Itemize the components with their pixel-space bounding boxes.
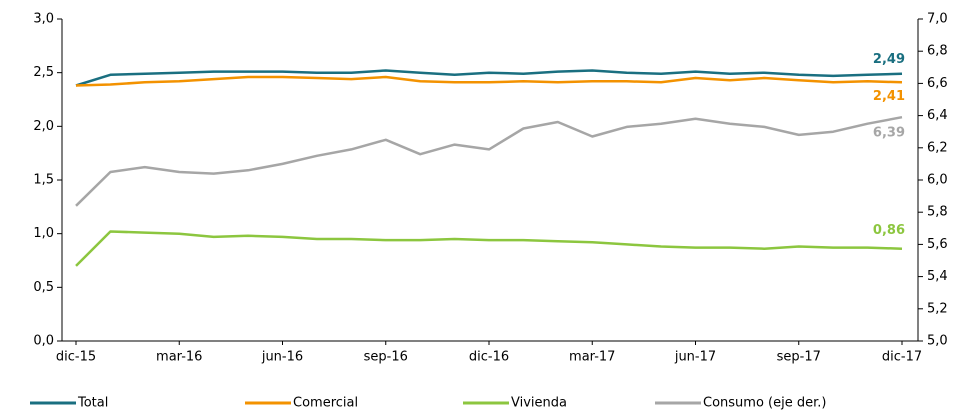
x-tick-label: jun-17 xyxy=(674,350,716,365)
y2-tick-label: 6,6 xyxy=(927,76,948,91)
x-tick-label: mar-16 xyxy=(156,350,202,365)
y-tick-label: 0,5 xyxy=(33,280,54,295)
x-tick-label: jun-16 xyxy=(261,350,303,365)
y-tick-label: 2,5 xyxy=(33,65,54,80)
series-line xyxy=(75,230,903,267)
series-line xyxy=(75,69,903,87)
y2-tick-label: 5,8 xyxy=(927,205,948,220)
value-label: 2,41 xyxy=(873,89,905,104)
y-tick-label: 3,0 xyxy=(33,12,54,27)
legend-label: Vivienda xyxy=(511,396,567,411)
legend-label: Total xyxy=(77,396,108,411)
legend-label: Consumo (eje der.) xyxy=(703,396,826,411)
x-tick-label: dic-15 xyxy=(56,350,96,365)
value-label: 2,49 xyxy=(873,52,905,67)
y2-tick-label: 6,2 xyxy=(927,140,948,155)
y-tick-label: 1,5 xyxy=(33,173,54,188)
series-line xyxy=(75,115,903,207)
y-tick-label: 1,0 xyxy=(33,226,54,241)
x-tick-label: dic-16 xyxy=(469,350,509,365)
x-tick-label: dic-17 xyxy=(882,350,922,365)
x-tick-label: mar-17 xyxy=(569,350,615,365)
y2-tick-label: 6,4 xyxy=(927,108,948,123)
y2-tick-label: 5,0 xyxy=(927,334,948,349)
y2-tick-label: 5,2 xyxy=(927,301,948,316)
y2-tick-label: 5,4 xyxy=(927,269,948,284)
y2-tick-label: 5,6 xyxy=(927,237,948,252)
value-label: 6,39 xyxy=(873,126,905,141)
y2-tick-label: 6,0 xyxy=(927,173,948,188)
y2-tick-label: 7,0 xyxy=(927,12,948,27)
y-tick-label: 2,0 xyxy=(33,119,54,134)
x-tick-label: sep-16 xyxy=(364,350,408,365)
value-label: 0,86 xyxy=(873,223,905,238)
series-line xyxy=(75,75,903,87)
legend-label: Comercial xyxy=(293,396,358,411)
y-tick-label: 0,0 xyxy=(33,334,54,349)
y2-tick-label: 6,8 xyxy=(927,44,948,59)
x-tick-label: sep-17 xyxy=(777,350,821,365)
